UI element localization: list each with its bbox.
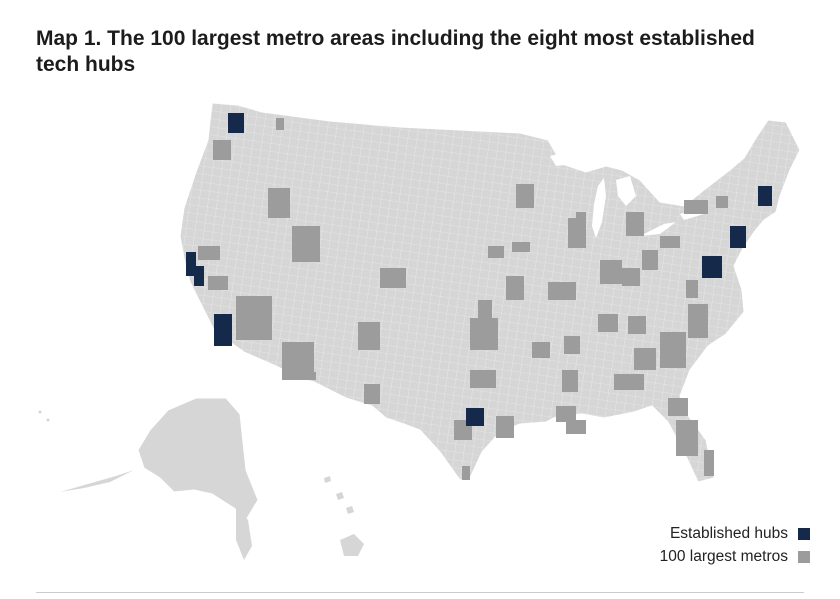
- metro-cincinnati: [598, 314, 618, 332]
- metro-milwaukee: [576, 212, 586, 220]
- metro-omaha: [488, 246, 504, 258]
- lake-superior: [550, 148, 612, 166]
- hub-seattle: [228, 113, 244, 133]
- metro-st-louis: [548, 282, 576, 300]
- metro-tucson: [296, 372, 316, 380]
- metro-buffalo: [684, 200, 708, 214]
- metro-el-paso: [364, 384, 380, 404]
- bottom-divider: [36, 592, 804, 593]
- metro-cleveland: [642, 250, 658, 270]
- metro-salt-lake: [292, 226, 320, 262]
- metro-richmond: [686, 280, 698, 298]
- metro-raleigh: [688, 304, 708, 338]
- metro-denver: [380, 268, 406, 288]
- legend-swatch-established: [798, 527, 810, 540]
- established-hubs-layer: [186, 113, 772, 426]
- hub-new-york: [730, 226, 746, 248]
- metro-miami: [704, 450, 714, 476]
- metro-charlotte: [660, 332, 686, 368]
- legend-label-established: Established hubs: [669, 524, 788, 542]
- metro-oklahoma-city: [470, 370, 496, 388]
- lake-huron: [616, 176, 636, 206]
- metro-albany: [716, 196, 728, 208]
- metro-portland: [213, 140, 231, 160]
- metro-des-moines: [512, 242, 530, 252]
- metro-chicago: [568, 218, 586, 248]
- metro-sacramento: [198, 246, 220, 260]
- contiguous-us: [179, 102, 801, 483]
- hub-san-jose: [194, 266, 204, 286]
- lake-erie: [640, 222, 676, 236]
- metro-albuquerque: [358, 322, 380, 350]
- metro-fresno: [208, 276, 228, 290]
- metro-louisville: [628, 316, 646, 334]
- legend-label-metros: 100 largest metros: [659, 547, 788, 565]
- metro-wichita: [478, 300, 492, 320]
- legend-item-metros: 100 largest metros: [660, 545, 810, 568]
- metro-tulsa: [470, 318, 498, 350]
- metro-mcallen: [462, 466, 470, 480]
- legend-swatch-metros: [798, 550, 810, 563]
- metro-jacksonville: [668, 398, 688, 416]
- metro-birmingham: [562, 370, 578, 392]
- metro-detroit: [626, 212, 644, 236]
- hub-san-francisco: [186, 252, 196, 276]
- hub-boston: [758, 186, 772, 206]
- alaska: [38, 397, 259, 560]
- lake-michigan: [592, 178, 606, 238]
- metro-pittsburgh: [660, 236, 680, 248]
- hub-austin: [466, 408, 484, 426]
- metro-columbus: [622, 268, 640, 286]
- hub-los-angeles: [214, 314, 232, 346]
- metro-indianapolis: [600, 260, 622, 284]
- metro-spokane: [276, 118, 284, 130]
- metro-las-vegas: [236, 296, 272, 340]
- metro-boise: [268, 188, 290, 218]
- metro-atlanta: [614, 374, 644, 390]
- legend-item-established: Established hubs: [660, 522, 810, 545]
- metro-minneapolis: [516, 184, 534, 208]
- metro-memphis: [532, 342, 550, 358]
- metro-nashville: [564, 336, 580, 354]
- hub-washington-dc: [702, 256, 722, 278]
- largest-metros-layer: [198, 118, 728, 480]
- hawaii: [324, 476, 364, 556]
- metro-baton-rouge: [566, 420, 586, 434]
- map-legend: Established hubs 100 largest metros: [660, 522, 810, 568]
- metro-san-antonio: [496, 416, 514, 438]
- metro-kansas-city: [506, 276, 524, 300]
- metro-orlando: [682, 430, 696, 448]
- map-title: Map 1. The 100 largest metro areas inclu…: [36, 27, 755, 76]
- metro-new-orleans: [556, 406, 576, 422]
- metro-knoxville: [634, 348, 656, 370]
